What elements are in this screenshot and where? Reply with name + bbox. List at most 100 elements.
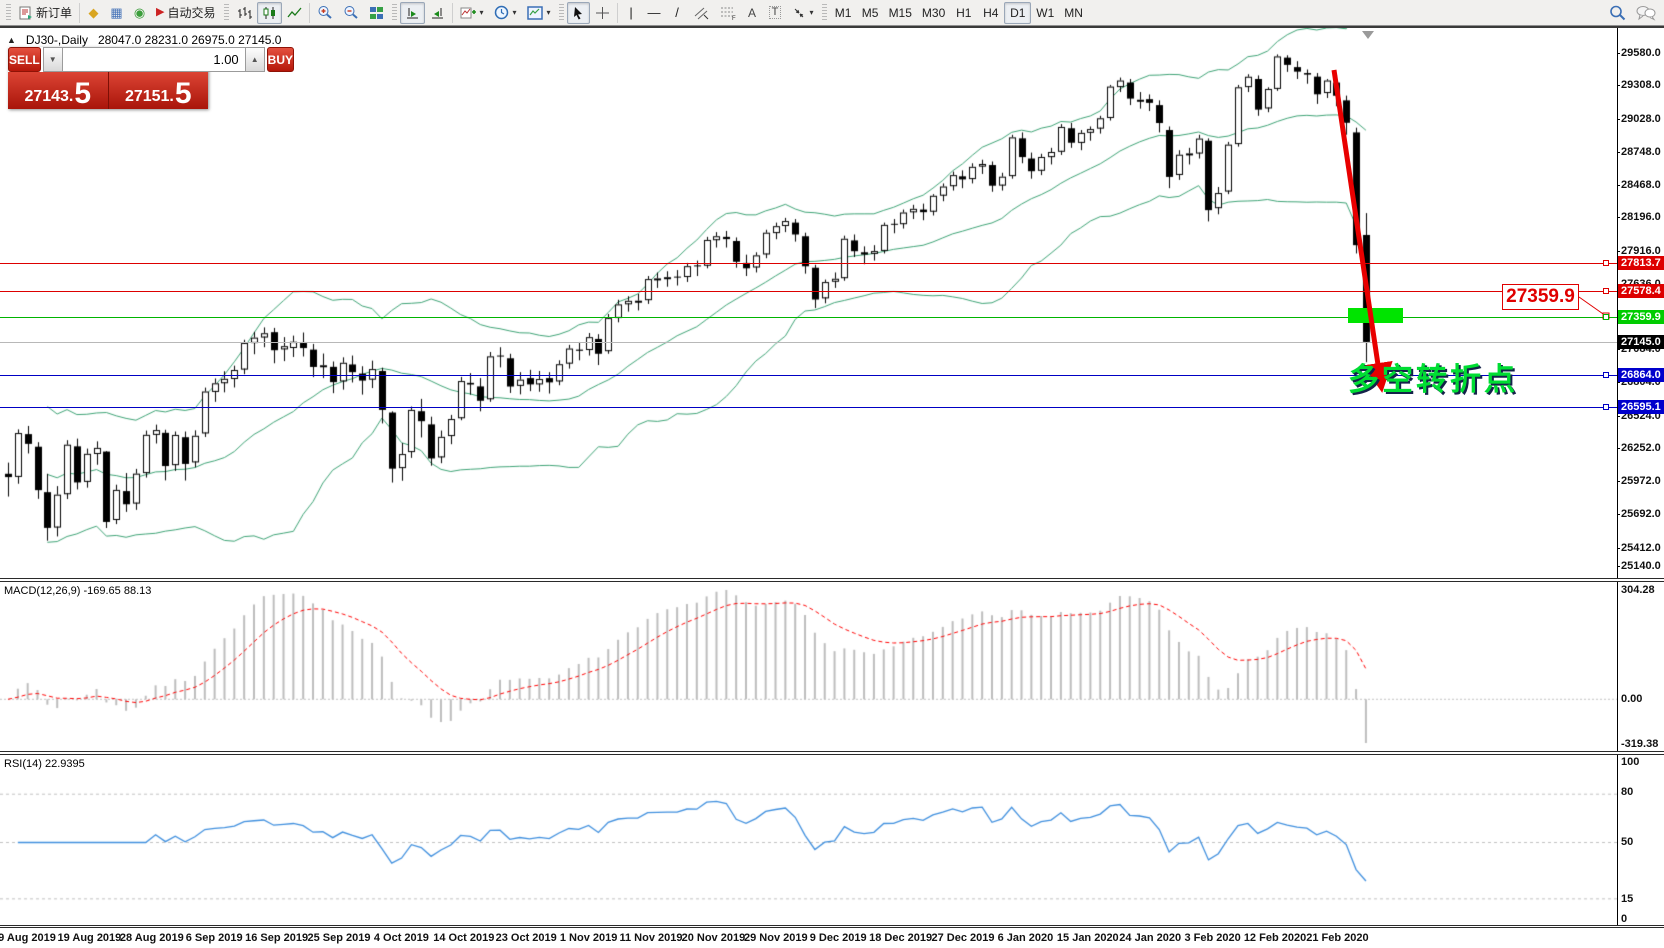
new-order-button[interactable]: 新订单 <box>14 2 77 24</box>
level-line-anchor-square[interactable] <box>1603 314 1609 320</box>
cursor-button[interactable] <box>566 1 590 24</box>
toolbar-drag-handle[interactable] <box>391 3 397 22</box>
auto-trading-button[interactable]: ▶ 自动交易 <box>151 2 220 24</box>
green-highlight-rectangle[interactable] <box>1348 308 1403 323</box>
pane-splitter[interactable] <box>0 578 1664 582</box>
volume-decrease-button[interactable]: ▼ <box>42 47 63 72</box>
text-button[interactable]: A <box>741 2 764 24</box>
auto-scroll-button[interactable] <box>399 1 425 24</box>
text-label-button[interactable]: T <box>764 2 787 24</box>
level-line-anchor-square[interactable] <box>1603 372 1609 378</box>
horizontal-level-line[interactable] <box>0 342 1617 343</box>
time-axis-label: 4 Oct 2019 <box>373 932 429 944</box>
cursor-icon <box>573 6 582 19</box>
price-chart-canvas[interactable] <box>0 28 1617 578</box>
toolbar-drag-handle[interactable] <box>223 3 229 22</box>
time-axis-label: 6 Jan 2020 <box>997 932 1054 944</box>
sell-button[interactable]: SELL <box>8 47 41 72</box>
zoom-in-button[interactable] <box>312 2 338 24</box>
pane-splitter <box>0 925 1664 928</box>
horizontal-level-line[interactable] <box>0 407 1617 408</box>
search-icon <box>1610 5 1626 20</box>
data-window-button[interactable]: ▦ <box>105 2 128 24</box>
buy-button[interactable]: BUY <box>266 47 295 72</box>
toolbar-drag-handle[interactable] <box>821 3 827 22</box>
bar-chart-button[interactable] <box>232 2 257 24</box>
candlestick-chart-button[interactable] <box>256 1 282 24</box>
line-chart-button[interactable] <box>282 2 307 24</box>
time-axis-label: 28 Aug 2019 <box>119 932 184 944</box>
horizontal-level-line[interactable] <box>0 263 1617 264</box>
horizontal-level-line[interactable] <box>0 317 1617 318</box>
price-axis-badge: 26595.1 <box>1618 400 1664 414</box>
search-button[interactable] <box>1604 2 1631 24</box>
horizontal-level-line[interactable] <box>0 375 1617 376</box>
symbol-title: DJ30-,Daily <box>25 33 88 47</box>
sell-price-fraction: 5 <box>74 76 92 110</box>
arrows-button[interactable]: ▾ <box>787 2 819 24</box>
volume-increase-button[interactable]: ▲ <box>244 47 265 72</box>
market-watch-button[interactable]: ◆ <box>82 2 105 24</box>
templates-button[interactable]: ▾ <box>522 2 556 24</box>
macd-canvas[interactable] <box>0 582 1617 751</box>
chat-button[interactable] <box>1631 2 1661 24</box>
tile-windows-button[interactable] <box>364 2 389 24</box>
price-axis-badge: 27578.4 <box>1618 284 1664 298</box>
clock-icon <box>494 5 508 20</box>
channel-button[interactable] <box>689 2 715 24</box>
new-order-icon <box>19 6 32 19</box>
collapse-panel-icon[interactable]: ▲ <box>7 35 16 45</box>
timeframe-h1-button[interactable]: H1 <box>956 5 972 20</box>
sell-price[interactable]: 27143. 5 <box>8 72 109 109</box>
price-callout-label[interactable]: 27359.9 <box>1502 284 1579 310</box>
timeframe-w1-button[interactable]: W1 <box>1036 5 1055 20</box>
horizontal-level-line[interactable] <box>0 291 1617 292</box>
toolbar-drag-handle[interactable] <box>558 3 564 22</box>
fibonacci-button[interactable]: F <box>715 2 741 24</box>
buy-price[interactable]: 27151. 5 <box>108 72 208 109</box>
bar-chart-icon <box>237 6 252 19</box>
level-line-anchor-square[interactable] <box>1603 260 1609 266</box>
vertical-line-button[interactable]: | <box>620 2 643 24</box>
toolbar-drag-handle[interactable] <box>6 3 11 22</box>
chart-shift-button[interactable] <box>425 2 450 24</box>
text-label-icon: T <box>768 6 782 19</box>
crosshair-button[interactable] <box>590 2 615 24</box>
chart-shift-marker-icon[interactable] <box>1362 31 1374 39</box>
navigator-button[interactable]: ◉ <box>128 2 151 24</box>
separator <box>451 2 453 23</box>
template-icon <box>526 5 543 20</box>
time-axis-label: 23 Oct 2019 <box>495 932 557 944</box>
timeframe-mn-button[interactable]: MN <box>1064 5 1083 20</box>
trendline-button[interactable]: / <box>666 2 689 24</box>
crash-arrow[interactable] <box>1331 69 1393 393</box>
timeframe-m15-button[interactable]: M15 <box>888 5 912 20</box>
rsi-axis-80: 80 <box>1621 786 1634 798</box>
rsi-axis-0: 0 <box>1621 913 1628 925</box>
periods-button[interactable]: ▾ <box>489 2 522 24</box>
zoom-out-button[interactable] <box>338 2 364 24</box>
text-icon: A <box>748 5 757 20</box>
callout-connector-line <box>1578 296 1607 317</box>
new-order-label: 新订单 <box>36 6 73 20</box>
macd-axis-border <box>1617 582 1618 751</box>
level-line-anchor-square[interactable] <box>1603 288 1609 294</box>
time-axis[interactable]: 9 Aug 2019 19 Aug 2019 28 Aug 2019 6 Sep 20… <box>0 928 1664 948</box>
price-axis-badge: 26864.0 <box>1618 368 1664 382</box>
time-axis-label: 27 Dec 2019 <box>931 932 995 944</box>
pane-splitter[interactable] <box>0 751 1664 755</box>
timeframe-m30-button[interactable]: M30 <box>921 5 946 20</box>
indicators-button[interactable]: ▾ <box>455 2 489 24</box>
price-axis-tick: 28748.0 <box>1617 145 1661 158</box>
timeframe-h4-button[interactable]: H4 <box>983 5 999 20</box>
rsi-canvas[interactable] <box>0 755 1617 925</box>
timeframe-d1-button[interactable]: D1 <box>1004 1 1032 24</box>
volume-input[interactable] <box>62 47 245 72</box>
timeframe-m1-button[interactable]: M1 <box>834 5 852 20</box>
timeframe-m5-button[interactable]: M5 <box>861 5 879 20</box>
time-axis-label: 16 Sep 2019 <box>245 932 309 944</box>
tile-windows-icon <box>369 6 383 19</box>
level-line-anchor-square[interactable] <box>1603 404 1609 410</box>
horizontal-line-button[interactable]: — <box>643 2 666 24</box>
turning-point-annotation[interactable]: 多空转折点 <box>1348 362 1518 397</box>
